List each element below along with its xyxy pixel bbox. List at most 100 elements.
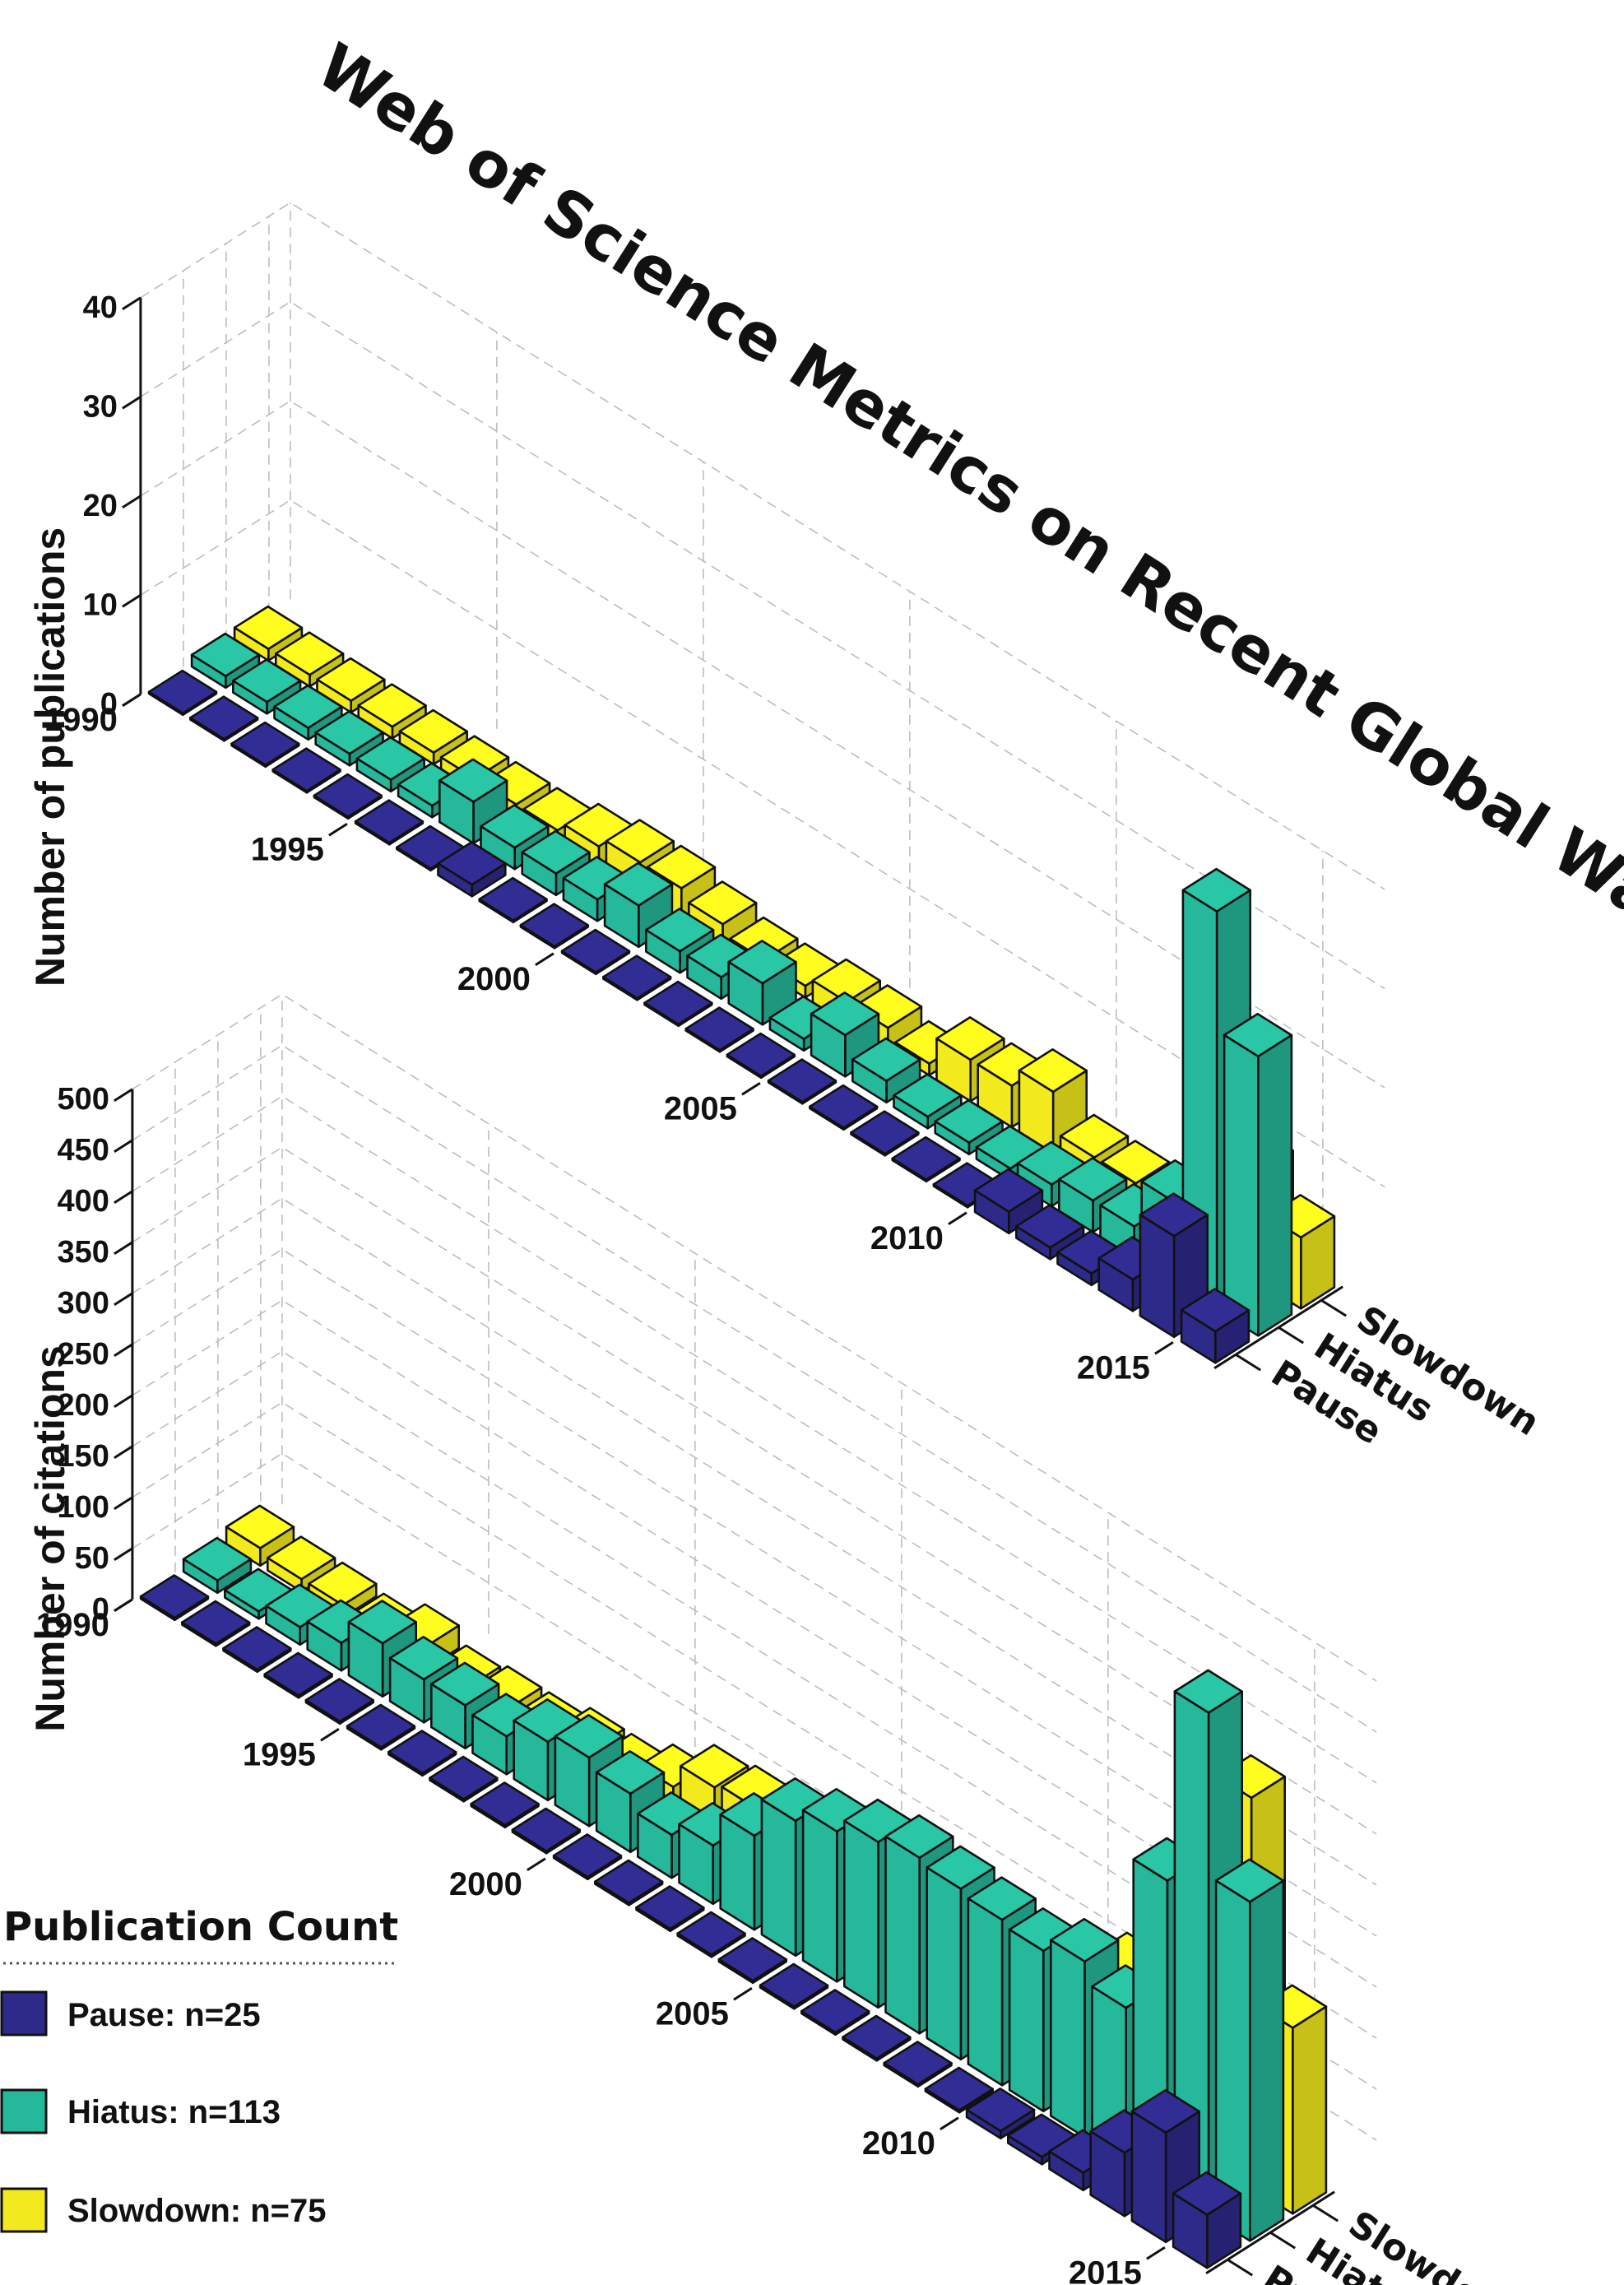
y-tick-label: 50 — [75, 1541, 109, 1576]
legend-swatch-slowdown — [0, 2187, 48, 2233]
bar-hiatus-1990 — [182, 1536, 253, 1595]
gridline — [132, 1044, 1377, 1733]
y-tick-label: 40 — [83, 290, 118, 325]
gridline — [132, 1401, 1377, 2090]
bars — [139, 1504, 1328, 2269]
bar-pause-2011 — [1015, 1204, 1085, 1261]
y-axis-title: Number of citations — [27, 1345, 73, 1731]
legend: Publication Count Pause: n=25 Hiatus: n=… — [0, 1904, 398, 2233]
y-tick-label: 150 — [57, 1439, 109, 1474]
year-label: 2015 — [1077, 1349, 1150, 1386]
y-tick-label: 500 — [57, 1082, 109, 1117]
bar-slowdown-1994 — [398, 708, 469, 766]
bar-slowdown-1991 — [274, 631, 345, 688]
bar-pause-1996 — [387, 1730, 457, 1777]
bar-pause-1992 — [222, 1626, 292, 1674]
bar-pause-1991 — [189, 695, 259, 742]
bar-pause-2002 — [643, 980, 713, 1028]
bar-hiatus-2015 — [1223, 1012, 1293, 1337]
bar-pause-2005 — [759, 1962, 829, 2010]
bar-pause-2008 — [883, 2041, 953, 2088]
y-tick-label: 10 — [83, 588, 118, 622]
bar-pause-2009 — [924, 2066, 994, 2114]
legend-swatch-pause — [0, 1990, 48, 2037]
bar-hiatus-2000 — [595, 1750, 666, 1854]
bar-hiatus-2000 — [603, 862, 674, 949]
bar-pause-2004 — [717, 1937, 788, 1985]
y-axis: 0 50 100 150 200 250 300 350 400 450 500 — [57, 1082, 134, 1627]
bar-pause-2015 — [1172, 2171, 1242, 2269]
y-tick-label: 100 — [57, 1490, 109, 1525]
gridline — [132, 1095, 1377, 1784]
bar-pause-1995 — [346, 1703, 416, 1751]
gridline — [140, 202, 1385, 890]
bar-pause-1992 — [230, 721, 300, 769]
gridline — [132, 1299, 1377, 1988]
bar-hiatus-2006 — [851, 1037, 921, 1104]
bar-pause-2004 — [726, 1032, 796, 1080]
year-label: 2005 — [664, 1090, 737, 1126]
y-tick-label: 0 — [92, 1592, 109, 1627]
year-label: 1995 — [251, 831, 324, 867]
bar-pause-2014 — [1139, 1192, 1209, 1339]
bar-pause-1999 — [511, 1807, 582, 1855]
year-label: 1990 — [44, 702, 118, 738]
y-tick-label: 20 — [83, 489, 118, 523]
gridline — [140, 400, 1385, 1089]
bar-pause-2010 — [973, 1168, 1044, 1235]
legend-swatch-hiatus — [0, 2088, 48, 2134]
y-tick-label: 450 — [57, 1133, 109, 1168]
legend-label-pause: Pause: n=25 — [67, 1997, 261, 2033]
y-tick-label: 250 — [57, 1337, 109, 1372]
gridline — [132, 993, 1377, 1682]
year-label: 2000 — [449, 1866, 522, 1902]
bar-hiatus-2005 — [810, 992, 880, 1078]
bar-pause-1997 — [437, 841, 507, 898]
year-label: 1995 — [243, 1736, 316, 1772]
bar-pause-1990 — [139, 1574, 210, 1622]
bar-hiatus-2015 — [1214, 1858, 1285, 2242]
year-label: 2005 — [656, 1995, 729, 2032]
bar-pause-1993 — [271, 747, 341, 794]
bar-pause-2003 — [676, 1911, 746, 1958]
legend-label-hiatus: Hiatus: n=113 — [67, 2094, 281, 2130]
gridlines — [140, 202, 1385, 1247]
legend-title: Publication Count — [3, 1904, 398, 1950]
year-label: 2000 — [457, 961, 531, 997]
gridline — [132, 1248, 1377, 1937]
bar-hiatus-2003 — [727, 940, 797, 1026]
bar-slowdown-1990 — [225, 1504, 295, 1567]
bar-pause-2001 — [601, 954, 672, 1001]
bar-pause-1991 — [181, 1600, 251, 1647]
bar-pause-1998 — [470, 1781, 540, 1829]
bar-pause-2008 — [891, 1136, 961, 1183]
bar-pause-2001 — [593, 1859, 664, 1906]
x-axis-year-labels: 1990 1995 2000 2005 2010 2015 — [36, 1598, 1166, 2285]
y-axis-title: Number of publications — [27, 527, 73, 987]
bar-pause-1995 — [354, 799, 425, 846]
bar-pause-1999 — [519, 903, 590, 950]
year-label: 2010 — [862, 2125, 935, 2162]
y-tick-label: 200 — [57, 1388, 109, 1423]
bar-pause-2005 — [767, 1058, 838, 1105]
panel-citations: 0 50 100 150 200 250 300 350 400 450 500 Number of … — [27, 993, 1538, 2285]
gridline — [132, 1350, 1377, 2039]
bar-pause-2000 — [560, 928, 631, 976]
bar-pause-1990 — [147, 669, 218, 717]
bar-pause-2010 — [965, 2088, 1036, 2140]
y-tick-label: 0 — [100, 687, 118, 722]
bar-pause-1994 — [313, 773, 383, 820]
bar-hiatus-1992 — [273, 684, 343, 741]
y-tick-label: 30 — [83, 389, 118, 424]
gridline — [132, 1146, 1377, 1835]
bar-hiatus-1993 — [314, 710, 384, 767]
gridline — [140, 499, 1385, 1188]
y-tick-label: 350 — [57, 1235, 109, 1270]
year-label: 2015 — [1069, 2255, 1142, 2285]
bar-pause-2006 — [800, 1989, 870, 2037]
bar-pause-1993 — [263, 1651, 333, 1699]
bar-pause-2007 — [842, 2014, 912, 2062]
bar-pause-2007 — [850, 1110, 920, 1157]
